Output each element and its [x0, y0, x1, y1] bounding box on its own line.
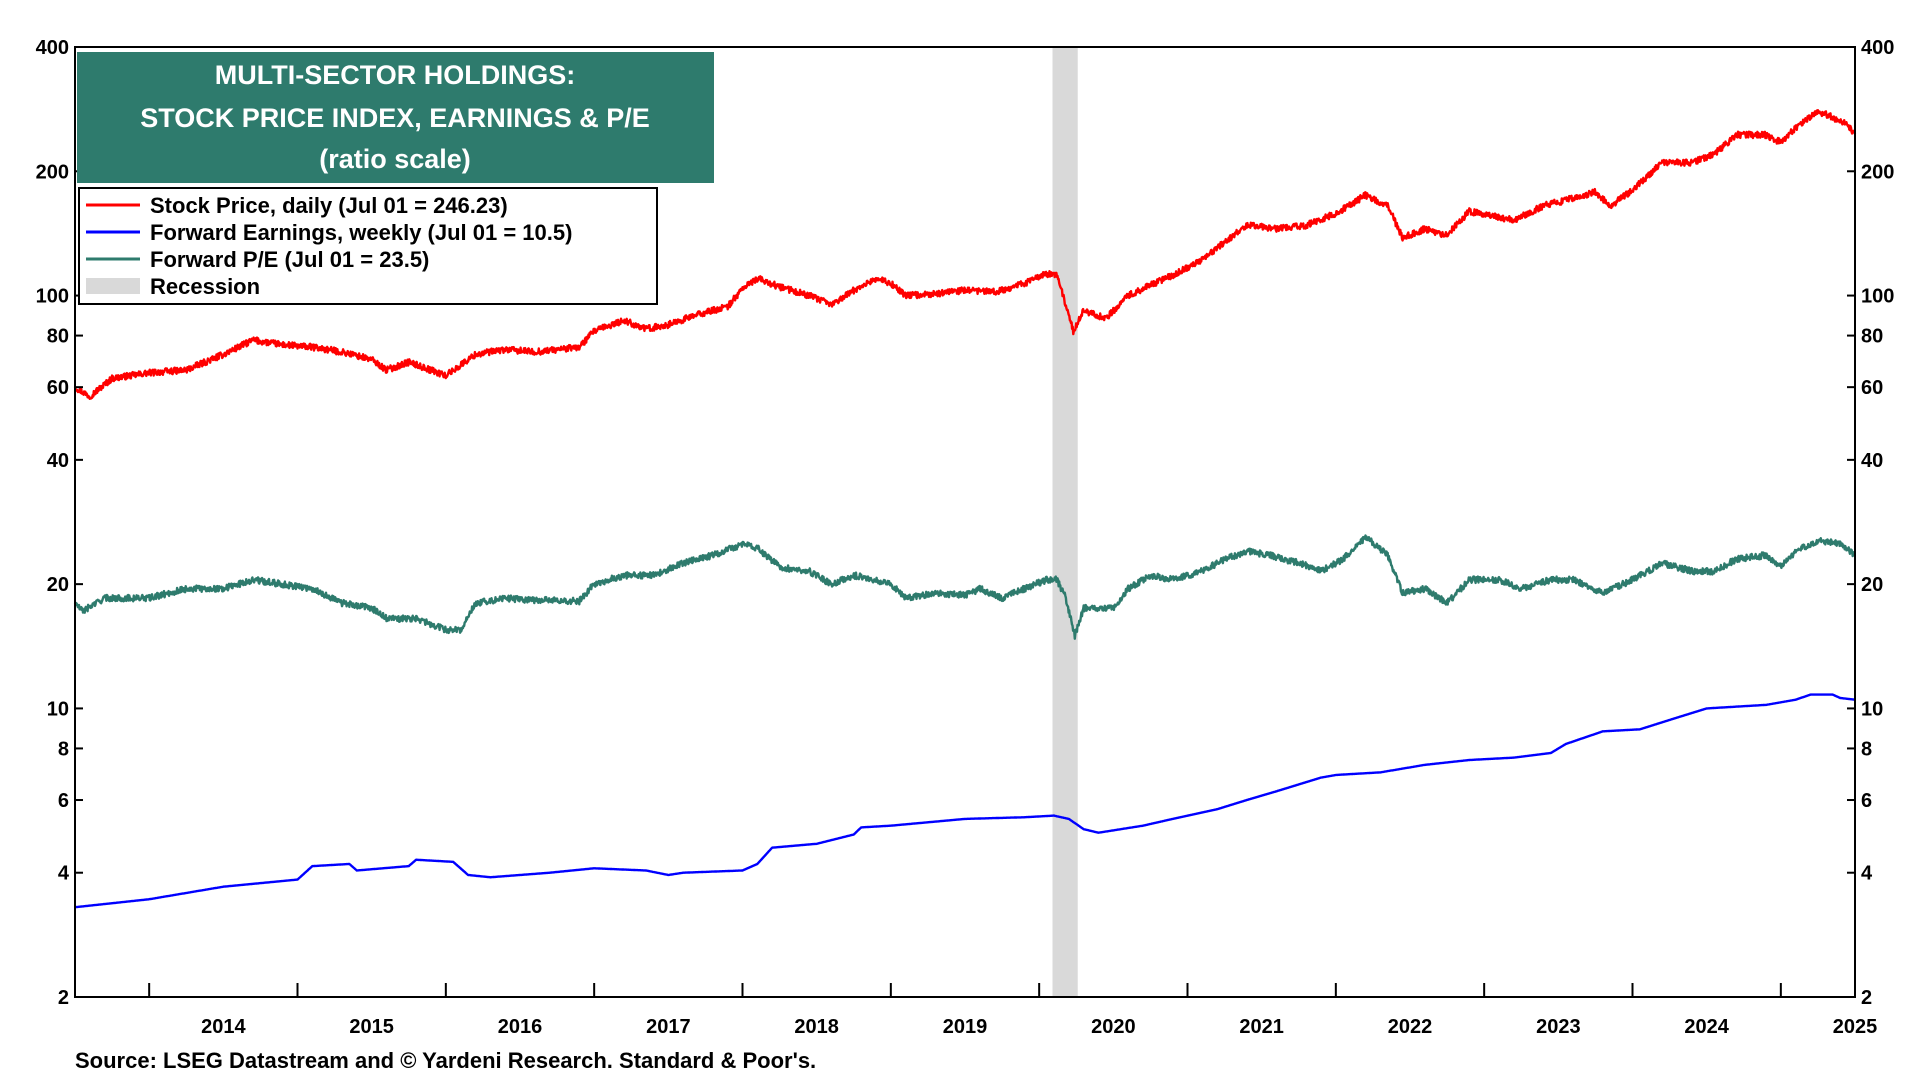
y-axis-left: 2 4 6 8 10 20 40 60 80 100 200 400	[36, 37, 83, 1009]
y-tick-label-left-40: 40	[47, 450, 69, 472]
legend-label-stock-price: Stock Price, daily (Jul 01 = 246.23)	[150, 193, 508, 218]
y-tick-label-right-400: 400	[1861, 37, 1894, 59]
x-tick-label-2020: 2020	[1091, 1016, 1136, 1038]
legend-label-forward-earnings: Forward Earnings, weekly (Jul 01 = 10.5)	[150, 220, 572, 245]
y-tick-label-left-100: 100	[36, 286, 69, 308]
series-layer	[73, 109, 1857, 909]
y-tick-label-left-20: 20	[47, 574, 69, 596]
y-tick-label-right-80: 80	[1861, 326, 1883, 348]
y-axis-right: 2 4 6 8 10 20 40 60 80 100 200 400	[1847, 37, 1894, 1009]
y-tick-label-left-8: 8	[58, 738, 69, 760]
title-line-2: STOCK PRICE INDEX, EARNINGS & P/E	[140, 103, 650, 133]
y-tick-label-left-2: 2	[58, 987, 69, 1009]
legend-label-forward-pe: Forward P/E (Jul 01 = 23.5)	[150, 247, 429, 272]
y-tick-label-right-4: 4	[1861, 863, 1873, 885]
x-tick-label-2014: 2014	[201, 1016, 246, 1038]
y-tick-label-right-2: 2	[1861, 987, 1872, 1009]
x-tick-label-2025: 2025	[1833, 1016, 1878, 1038]
legend-box	[78, 187, 658, 305]
x-tick-label-2024: 2024	[1684, 1016, 1729, 1038]
series-line-stock-price	[73, 109, 1857, 400]
y-tick-label-left-60: 60	[47, 377, 69, 399]
x-tick-label-2016: 2016	[498, 1016, 543, 1038]
title-box: MULTI-SECTOR HOLDINGS: STOCK PRICE INDEX…	[77, 52, 714, 183]
y-tick-label-right-10: 10	[1861, 698, 1883, 720]
legend-label-recession: Recession	[150, 274, 260, 299]
y-tick-label-left-4: 4	[58, 863, 70, 885]
y-tick-label-left-80: 80	[47, 326, 69, 348]
x-tick-label-2021: 2021	[1239, 1016, 1284, 1038]
x-tick-label-2019: 2019	[943, 1016, 988, 1038]
source-note: Source: LSEG Datastream and © Yardeni Re…	[75, 1048, 816, 1073]
x-tick-label-2015: 2015	[349, 1016, 394, 1038]
x-tick-label-2017: 2017	[646, 1016, 691, 1038]
y-tick-label-right-20: 20	[1861, 574, 1883, 596]
recession-band	[1052, 47, 1078, 997]
y-tick-label-right-100: 100	[1861, 286, 1894, 308]
x-axis: 2014 2015 2016 2017 2018 2019 2020 2021 2022 2023…	[148, 983, 1878, 1038]
y-tick-label-left-200: 200	[36, 161, 69, 183]
x-tick-label-2023: 2023	[1536, 1016, 1581, 1038]
x-tick-label-2018: 2018	[794, 1016, 839, 1038]
series-line-forward-earnings	[74, 693, 1856, 909]
y-tick-label-left-6: 6	[58, 790, 69, 812]
y-tick-label-right-200: 200	[1861, 161, 1894, 183]
y-tick-label-right-8: 8	[1861, 738, 1872, 760]
title-line-3: (ratio scale)	[319, 144, 471, 174]
legend-swatch-recession	[86, 278, 140, 294]
y-tick-label-right-40: 40	[1861, 450, 1883, 472]
title-line-1: MULTI-SECTOR HOLDINGS:	[215, 60, 575, 90]
legend: Stock Price, daily (Jul 01 = 246.23) For…	[78, 187, 658, 305]
y-tick-label-left-400: 400	[36, 37, 69, 59]
y-tick-label-right-6: 6	[1861, 790, 1872, 812]
y-tick-label-right-60: 60	[1861, 377, 1883, 399]
y-tick-label-left-10: 10	[47, 698, 69, 720]
x-tick-label-2022: 2022	[1388, 1016, 1433, 1038]
series-line-forward-pe	[73, 534, 1856, 640]
plot-frame	[74, 46, 1856, 998]
